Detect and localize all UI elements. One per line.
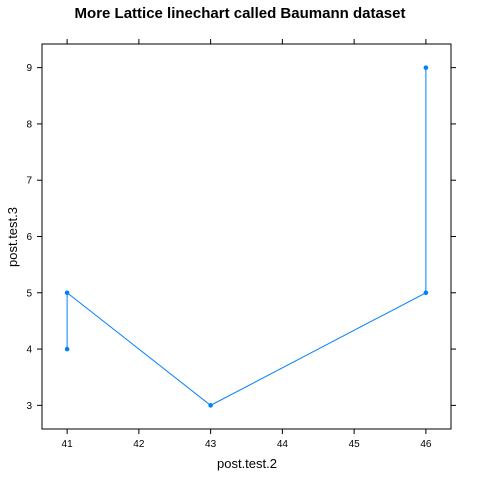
y-tick-label: 4 — [26, 345, 32, 356]
x-axis-label: post.test.2 — [217, 456, 277, 471]
x-tick-label: 43 — [205, 439, 217, 450]
y-tick-label: 7 — [26, 176, 32, 187]
y-tick-label: 9 — [26, 63, 32, 74]
y-tick-label: 5 — [26, 288, 32, 299]
series-line — [66, 67, 427, 406]
chart-title: More Lattice linechart called Baumann da… — [75, 5, 406, 22]
data-point — [423, 65, 429, 70]
y-tick-label: 8 — [26, 119, 32, 130]
x-tick-label: 44 — [277, 439, 289, 450]
y-tick-label: 6 — [26, 232, 32, 243]
plot-panel — [41, 43, 452, 430]
data-point — [423, 290, 429, 296]
y-tick-label: 3 — [26, 401, 32, 412]
y-axis-label: post.test.3 — [5, 207, 20, 267]
x-tick-label: 45 — [349, 439, 361, 450]
x-tick-label: 42 — [133, 439, 145, 450]
data-point — [64, 346, 70, 352]
x-tick-label: 41 — [62, 439, 74, 450]
axis-ticks — [37, 39, 456, 434]
data-point — [208, 403, 213, 408]
series-layer — [64, 65, 429, 408]
x-tick-label: 46 — [420, 439, 432, 450]
data-point — [64, 290, 70, 296]
